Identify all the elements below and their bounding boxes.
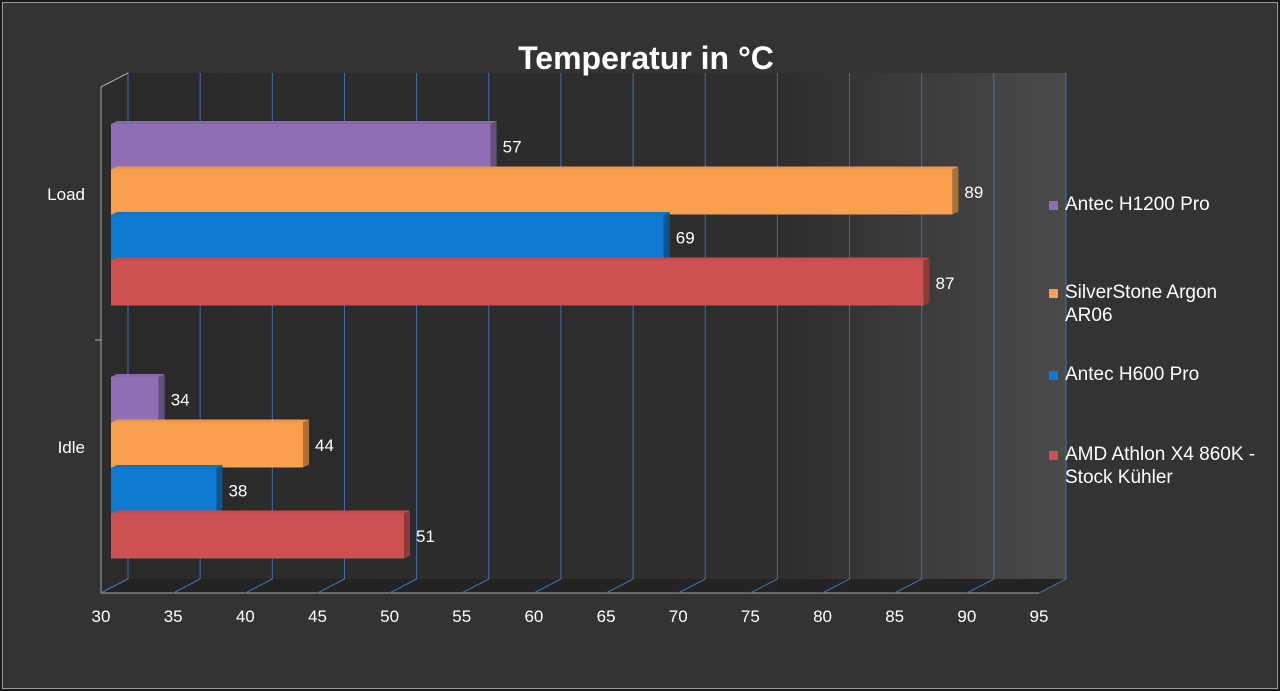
data-label: 34 xyxy=(171,391,190,410)
bar-end xyxy=(158,374,165,422)
bar xyxy=(111,510,411,559)
chart-title: Temperatur in °C xyxy=(518,40,774,76)
legend-label: Antec H600 Pro xyxy=(1065,364,1200,385)
gridline-floor-65 xyxy=(605,578,634,594)
bar-end xyxy=(663,212,670,260)
bar-end xyxy=(952,166,959,215)
gridline-floor-70 xyxy=(678,578,706,594)
bar-front xyxy=(111,422,304,468)
bar-end xyxy=(216,465,223,513)
gridline-floor-90 xyxy=(966,578,995,594)
bar-top xyxy=(111,166,959,170)
legend-label: AMD Athlon X4 860K - Stock Kühler xyxy=(1065,444,1256,488)
bar xyxy=(111,166,959,215)
x-tick-label: 85 xyxy=(885,607,904,626)
bar-top xyxy=(111,510,411,514)
x-tick-label: 40 xyxy=(236,607,255,626)
gridline-floor-95 xyxy=(1038,578,1067,594)
data-label: 51 xyxy=(416,527,435,546)
x-tick-label: 70 xyxy=(669,607,688,626)
data-label: 44 xyxy=(315,436,334,455)
x-tick-label: 90 xyxy=(957,607,976,626)
bar-end xyxy=(490,121,497,169)
bar-top xyxy=(111,121,497,124)
legend-swatch xyxy=(1049,371,1058,380)
bar-front xyxy=(111,215,664,260)
gridline-floor-85 xyxy=(894,578,922,594)
gridline-floor-40 xyxy=(245,578,273,594)
gridline-floor-30 xyxy=(100,578,129,594)
x-tick-label: 45 xyxy=(308,607,327,626)
bar-top xyxy=(111,212,670,215)
bar-end xyxy=(923,257,930,306)
bar-top xyxy=(111,465,223,468)
y-category-label: Load xyxy=(47,185,85,204)
plot-floor xyxy=(101,579,1066,593)
y-category-label: Idle xyxy=(58,438,85,457)
x-tick-label: 35 xyxy=(164,607,183,626)
gridline-floor-55 xyxy=(461,578,489,594)
data-label: 69 xyxy=(676,229,695,248)
gridline-floor-50 xyxy=(389,578,417,594)
bar xyxy=(111,212,670,260)
bar-top xyxy=(111,374,165,377)
gridline-floor-60 xyxy=(533,578,562,594)
data-label: 57 xyxy=(503,138,522,157)
bar-front xyxy=(111,468,217,513)
bar-chart: 30 35 40 45 50 55 60 65 70 75 80 85 90 95 Load 57 89 69 87… xyxy=(47,40,1067,626)
bar-top xyxy=(111,257,930,261)
x-tick-label: 50 xyxy=(380,607,399,626)
bar-front xyxy=(111,513,405,559)
bar-end xyxy=(303,419,310,468)
x-tick-label: 95 xyxy=(1030,607,1049,626)
x-tick-label: 55 xyxy=(452,607,471,626)
bar xyxy=(111,121,497,169)
legend-swatch xyxy=(1049,201,1058,210)
data-label: 89 xyxy=(964,183,983,202)
bar-front xyxy=(111,169,953,215)
legend-swatch xyxy=(1049,451,1058,460)
bar-top xyxy=(111,419,310,423)
data-label: 38 xyxy=(228,482,247,501)
bar xyxy=(111,374,165,422)
bar xyxy=(111,465,223,513)
gridline-floor-45 xyxy=(317,578,345,594)
legend-swatch xyxy=(1049,289,1058,298)
x-tick-label: 65 xyxy=(597,607,616,626)
legend-label: Antec H1200 Pro xyxy=(1065,194,1210,215)
bar xyxy=(111,257,930,306)
x-tick-label: 30 xyxy=(92,607,111,626)
gridline-floor-35 xyxy=(172,578,201,594)
bar-front xyxy=(111,260,924,306)
bar-front xyxy=(111,124,491,169)
bar-front xyxy=(111,377,159,422)
x-tick-label: 75 xyxy=(741,607,760,626)
gridline-floor-80 xyxy=(822,578,850,594)
bar xyxy=(111,419,310,468)
x-tick-label: 80 xyxy=(813,607,832,626)
bar-end xyxy=(404,510,411,559)
legend-label: SilverStone Argon AR06 xyxy=(1065,282,1218,326)
x-tick-label: 60 xyxy=(524,607,543,626)
data-label: 87 xyxy=(936,274,955,293)
gridline-floor-75 xyxy=(750,578,778,594)
